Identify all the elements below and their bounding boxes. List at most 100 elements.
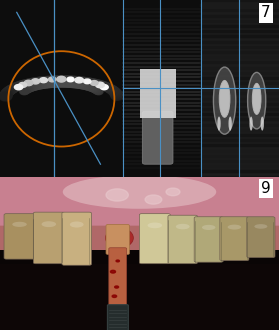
Circle shape (23, 79, 35, 87)
Circle shape (35, 83, 44, 89)
Circle shape (65, 76, 78, 84)
Circle shape (58, 82, 67, 87)
FancyBboxPatch shape (33, 212, 64, 264)
Circle shape (30, 84, 39, 90)
Circle shape (78, 78, 90, 85)
Circle shape (91, 87, 100, 93)
Circle shape (109, 88, 121, 96)
Circle shape (109, 89, 122, 97)
Circle shape (0, 92, 12, 100)
Circle shape (79, 83, 88, 89)
Circle shape (25, 79, 37, 86)
Circle shape (93, 88, 102, 94)
Circle shape (69, 77, 82, 84)
Circle shape (70, 82, 79, 88)
Bar (0, 264, 279, 330)
FancyBboxPatch shape (140, 214, 170, 264)
Circle shape (0, 91, 12, 99)
Circle shape (104, 85, 116, 92)
Circle shape (21, 88, 30, 94)
Circle shape (72, 77, 84, 84)
Circle shape (61, 76, 73, 84)
Circle shape (33, 78, 45, 85)
Circle shape (62, 82, 71, 87)
Circle shape (0, 90, 13, 98)
Ellipse shape (42, 221, 56, 227)
Ellipse shape (217, 116, 221, 131)
Circle shape (56, 76, 69, 84)
Circle shape (89, 86, 98, 92)
Circle shape (97, 82, 110, 90)
Circle shape (67, 76, 80, 84)
Circle shape (5, 86, 17, 94)
Circle shape (28, 85, 37, 91)
Circle shape (106, 189, 128, 201)
Circle shape (39, 77, 51, 84)
Circle shape (47, 76, 60, 84)
Circle shape (80, 78, 92, 85)
Circle shape (40, 82, 49, 88)
Circle shape (22, 87, 31, 93)
Circle shape (21, 80, 33, 87)
Circle shape (77, 83, 86, 89)
Ellipse shape (63, 175, 216, 209)
Circle shape (27, 85, 35, 91)
Ellipse shape (229, 116, 232, 131)
Ellipse shape (249, 116, 253, 131)
Circle shape (93, 81, 105, 88)
Ellipse shape (70, 221, 84, 228)
Circle shape (8, 84, 20, 92)
FancyBboxPatch shape (106, 224, 129, 254)
Bar (0, 0, 123, 177)
Circle shape (50, 82, 59, 87)
Circle shape (107, 86, 119, 94)
Circle shape (99, 82, 111, 90)
Circle shape (25, 86, 34, 92)
Circle shape (20, 89, 29, 95)
Circle shape (107, 87, 120, 95)
FancyBboxPatch shape (194, 217, 223, 262)
Ellipse shape (248, 72, 266, 129)
Circle shape (90, 81, 98, 85)
Ellipse shape (105, 228, 133, 248)
Ellipse shape (219, 81, 230, 117)
Circle shape (75, 78, 83, 83)
Circle shape (2, 88, 15, 96)
FancyBboxPatch shape (4, 214, 35, 259)
Circle shape (89, 80, 102, 87)
Circle shape (108, 88, 121, 96)
Circle shape (80, 83, 89, 89)
Bar (0, 177, 279, 250)
Circle shape (86, 79, 98, 86)
Circle shape (32, 84, 41, 90)
Circle shape (76, 77, 88, 85)
Circle shape (37, 83, 46, 89)
Ellipse shape (202, 225, 215, 230)
Ellipse shape (252, 83, 261, 115)
FancyBboxPatch shape (0, 177, 279, 226)
Circle shape (41, 77, 53, 84)
Circle shape (50, 76, 62, 84)
Circle shape (0, 92, 12, 100)
Circle shape (10, 83, 23, 91)
Circle shape (75, 83, 84, 88)
Ellipse shape (148, 222, 162, 228)
Circle shape (111, 91, 123, 99)
Ellipse shape (228, 225, 241, 230)
Circle shape (13, 82, 25, 90)
Circle shape (83, 84, 92, 90)
Circle shape (46, 82, 55, 87)
Ellipse shape (213, 67, 236, 134)
Circle shape (57, 76, 66, 82)
Circle shape (94, 81, 107, 89)
Circle shape (101, 83, 114, 91)
Circle shape (52, 76, 64, 84)
Circle shape (43, 76, 56, 84)
Circle shape (111, 92, 123, 100)
Circle shape (4, 86, 16, 94)
Circle shape (95, 82, 104, 88)
Circle shape (92, 87, 101, 93)
Circle shape (29, 85, 38, 90)
Circle shape (56, 82, 65, 87)
Circle shape (31, 78, 43, 85)
